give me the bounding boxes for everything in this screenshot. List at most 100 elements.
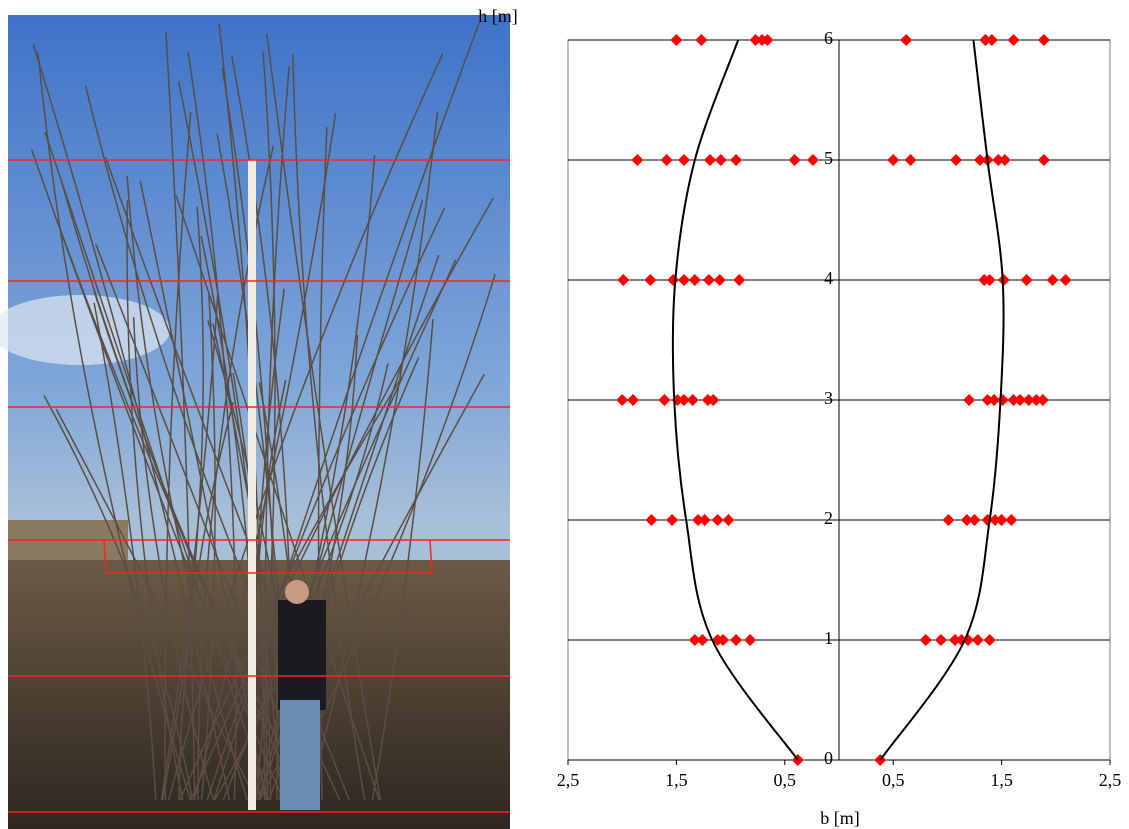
branch [161, 206, 204, 801]
data-point [730, 634, 743, 646]
data-point [983, 634, 996, 646]
data-point [788, 154, 801, 166]
data-point [677, 394, 690, 406]
data-point [713, 274, 726, 286]
data-point [1059, 274, 1072, 286]
data-point [950, 154, 963, 166]
data-point [688, 274, 701, 286]
branch [32, 44, 231, 801]
data-point [1005, 514, 1018, 526]
data-point [887, 154, 900, 166]
x-tick-label: 2,5 [1099, 770, 1122, 790]
data-point [717, 634, 730, 646]
data-point [960, 514, 973, 526]
data-point [722, 514, 735, 526]
data-point [711, 514, 724, 526]
data-point [749, 34, 762, 46]
data-point [968, 514, 981, 526]
fit-curve [879, 39, 1005, 761]
data-point [1014, 394, 1027, 406]
data-point [1037, 34, 1050, 46]
data-point [631, 154, 644, 166]
data-point [996, 394, 1009, 406]
data-point [997, 274, 1010, 286]
data-point [992, 154, 1005, 166]
branch [132, 317, 215, 801]
y-tick-label: 0 [824, 748, 833, 768]
data-point [985, 34, 998, 46]
data-point [627, 394, 640, 406]
y-tick-label: 5 [824, 148, 833, 168]
data-point [730, 154, 743, 166]
y-tick-label: 2 [824, 508, 833, 528]
data-point [955, 634, 968, 646]
branch [206, 207, 446, 801]
data-point [677, 274, 690, 286]
data-point [1037, 154, 1050, 166]
person-legs [280, 700, 320, 810]
data-point [667, 274, 680, 286]
person-head [285, 580, 309, 604]
chart: h [m] b [m] 0 1 2 3 4 5 6 2,5 1,5 0,5 0,5 1,5 2,5 [478, 6, 1121, 828]
branch [126, 175, 248, 801]
branch [179, 378, 402, 801]
branch [164, 112, 192, 801]
data-point [617, 274, 630, 286]
data-point [658, 394, 671, 406]
data-point [696, 634, 709, 646]
branch [221, 67, 278, 801]
data-point [670, 34, 683, 46]
data-point [806, 154, 819, 166]
y-axis-label: h [m] [478, 6, 518, 26]
y-tick-label: 3 [824, 388, 833, 408]
data-point [714, 154, 727, 166]
data-point [971, 634, 984, 646]
data-point [698, 514, 711, 526]
data-point [707, 394, 720, 406]
data-point [677, 154, 690, 166]
data-point [979, 34, 992, 46]
data-point [686, 394, 699, 406]
data-point [704, 154, 717, 166]
measuring-rod [248, 160, 256, 810]
x-tick-label: 1,5 [990, 770, 1013, 790]
data-point [692, 514, 705, 526]
data-point [919, 634, 932, 646]
data-point [660, 154, 673, 166]
data-point [695, 34, 708, 46]
branch [266, 33, 382, 801]
data-point [1020, 274, 1033, 286]
y-tick-label: 4 [824, 268, 833, 288]
data-point [1007, 394, 1020, 406]
x-tick-label: 2,5 [557, 770, 580, 790]
data-point [963, 394, 976, 406]
photo [0, 15, 510, 829]
data-point [904, 154, 917, 166]
data-point [666, 514, 679, 526]
data-point [973, 154, 986, 166]
data-point [995, 514, 1008, 526]
height-lines [8, 159, 510, 813]
data-point [744, 634, 757, 646]
branch [55, 408, 257, 801]
data-point [1046, 274, 1059, 286]
person [278, 600, 326, 710]
branch [307, 111, 439, 801]
data-point [616, 394, 629, 406]
data-point [988, 394, 1001, 406]
data-point [989, 514, 1002, 526]
fit-curve [671, 39, 799, 761]
data-point [981, 394, 994, 406]
data-point [761, 34, 774, 46]
branch [30, 149, 284, 801]
branch [93, 302, 157, 801]
data-point [688, 634, 701, 646]
y-tick-label: 6 [824, 28, 833, 48]
branch [232, 372, 272, 801]
x-tick-label: 1,5 [665, 770, 688, 790]
data-point [645, 514, 658, 526]
data-point [998, 154, 1011, 166]
data-point [733, 274, 746, 286]
